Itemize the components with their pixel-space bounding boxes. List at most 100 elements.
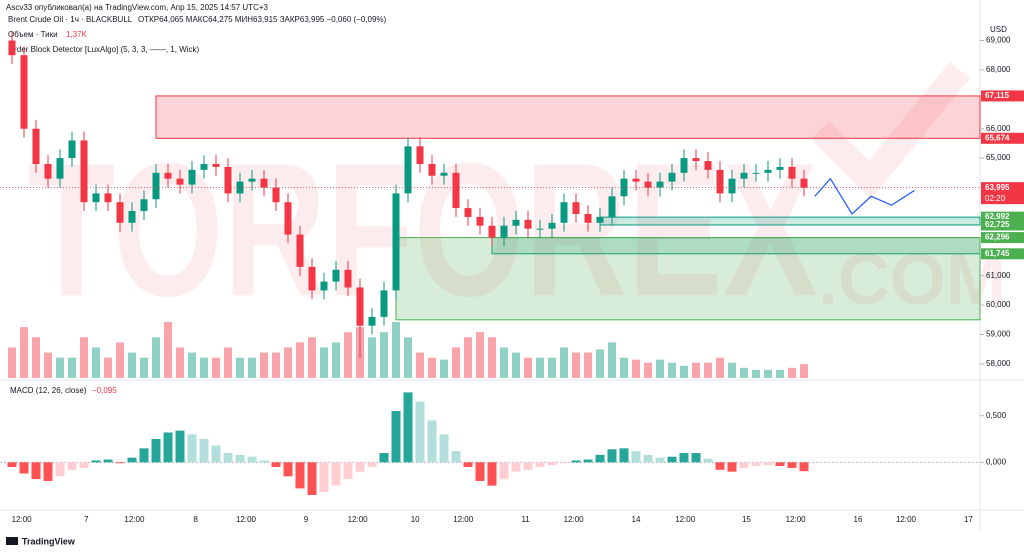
- x-tick-label: 10: [411, 515, 420, 524]
- macd-bar: [691, 452, 701, 463]
- volume-bar: [524, 357, 532, 378]
- candle-body: [716, 169, 724, 194]
- volume-bar: [152, 337, 160, 378]
- y-tick-label: 60,000: [986, 300, 1011, 309]
- macd-bar: [739, 462, 749, 468]
- macd-bar: [427, 420, 437, 463]
- candle-body: [200, 163, 208, 170]
- candle-body: [32, 128, 40, 164]
- y-tick-label: 69,000: [986, 36, 1011, 45]
- candle-body: [104, 193, 112, 203]
- volume-bar: [320, 347, 328, 378]
- price-label: 61,745: [985, 249, 1010, 258]
- macd-bar: [19, 462, 29, 474]
- candle-body: [560, 202, 568, 223]
- volume-bar: [728, 362, 736, 378]
- macd-bar: [283, 462, 293, 477]
- x-tick-label: 15: [742, 515, 751, 524]
- volume-bar: [440, 359, 448, 378]
- macd-bar: [559, 462, 569, 464]
- candle-body: [224, 166, 232, 194]
- volume-bar: [20, 327, 28, 378]
- price-label-time: 02:20: [985, 194, 1006, 203]
- macd-bar: [355, 462, 365, 472]
- candle-body: [368, 316, 376, 326]
- macd-bar: [175, 430, 185, 463]
- x-tick-label: 12:00: [564, 515, 585, 524]
- volume-bar: [536, 357, 544, 378]
- x-tick-label: 7: [84, 515, 89, 524]
- volume-bar: [752, 369, 760, 378]
- candle-body: [740, 172, 748, 179]
- candle-body: [8, 40, 16, 56]
- candle-body: [332, 269, 340, 282]
- volume-bar: [140, 357, 148, 378]
- volume-bar: [548, 357, 556, 378]
- volume-bar: [380, 332, 388, 378]
- candle-body: [272, 187, 280, 203]
- macd-bar: [571, 460, 581, 463]
- candle-body: [380, 290, 388, 317]
- volume-bar: [488, 337, 496, 378]
- volume-bar: [92, 347, 100, 378]
- macd-bar: [607, 449, 617, 463]
- macd-value: −0,095: [92, 386, 117, 395]
- candle-body: [608, 196, 616, 217]
- volume-bar: [740, 367, 748, 378]
- candle-body: [656, 181, 664, 188]
- order-block: [155, 95, 981, 139]
- volume-bar: [344, 332, 352, 378]
- macd-bar: [187, 434, 197, 463]
- price-label-box: [981, 248, 1024, 260]
- candle-body: [344, 269, 352, 288]
- watermark-check: [810, 61, 971, 200]
- volume-bar: [68, 357, 76, 378]
- footer: TradingView: [22, 536, 76, 546]
- macd-bar: [55, 462, 65, 477]
- macd-bar: [499, 462, 509, 480]
- candle-body: [548, 222, 556, 229]
- legend-indicator: Order Block Detector [LuxAlgo] (5, 3, 3,…: [8, 45, 200, 54]
- candle-body: [152, 172, 160, 200]
- x-tick-label: 11: [521, 515, 530, 524]
- macd-bar: [619, 448, 629, 463]
- macd-bar: [463, 462, 473, 467]
- published: Ascv33 опубликовал(а) на TradingView.com…: [6, 3, 269, 12]
- volume-bar: [392, 322, 400, 378]
- candle-body: [164, 172, 172, 179]
- volume-bar: [596, 349, 604, 378]
- macd-bar: [703, 458, 713, 463]
- candle-body: [728, 178, 736, 194]
- volume-bar: [32, 337, 40, 378]
- x-tick-label: 8: [193, 515, 198, 524]
- macd-bar: [535, 462, 545, 467]
- macd-title: MACD (12, 26, close): [10, 386, 87, 395]
- macd-bar: [487, 462, 497, 486]
- candle-body: [404, 146, 412, 194]
- price-label-box: [981, 90, 1024, 102]
- candle-body: [416, 146, 424, 164]
- candle-body: [524, 219, 532, 229]
- candle-body: [128, 211, 136, 223]
- candle-body: [296, 234, 304, 267]
- candle-body: [788, 166, 796, 179]
- candle-body: [668, 172, 676, 182]
- legend-volume-value: 1,37K: [66, 30, 88, 39]
- y-tick-label: 68,000: [986, 65, 1011, 74]
- legend-symbol: Brent Crude Oil · 1ч · BLACKBULL: [8, 15, 133, 24]
- candle-body: [248, 178, 256, 182]
- x-tick-label: 12:00: [786, 515, 807, 524]
- macd-bar: [115, 462, 125, 464]
- macd-bar: [127, 457, 137, 463]
- candle-body: [260, 178, 268, 188]
- volume-bar: [128, 352, 136, 378]
- volume-bar: [332, 342, 340, 378]
- candle-body: [452, 172, 460, 209]
- macd-bar: [31, 462, 41, 480]
- macd-bar: [415, 401, 425, 463]
- volume-bar: [44, 352, 52, 378]
- macd-bar: [595, 454, 605, 463]
- price-label: 65,674: [985, 133, 1010, 142]
- volume-bar: [404, 337, 412, 378]
- price-label: 62,296: [985, 233, 1010, 242]
